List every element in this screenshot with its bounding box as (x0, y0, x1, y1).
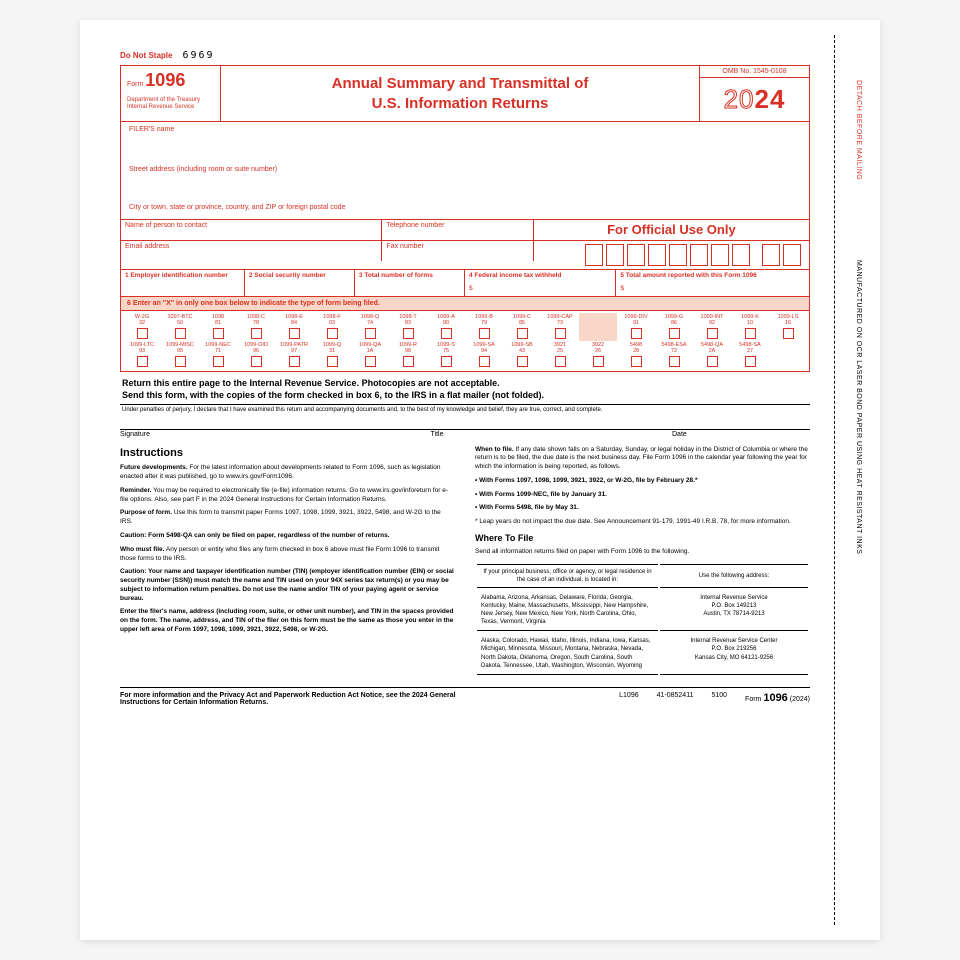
box2-ssn[interactable]: 2 Social security number (245, 270, 355, 296)
official-use: For Official Use Only (534, 220, 809, 240)
return-instructions: Return this entire page to the Internal … (120, 372, 810, 403)
checkbox-1099-S[interactable]: 1099-S75 (427, 341, 465, 369)
checkbox-1098-C[interactable]: 1098-C78 (237, 313, 275, 341)
checkbox-5498-SA[interactable]: 5498-SA27 (731, 341, 769, 369)
checkbox-1098-T[interactable]: 1098-T83 (389, 313, 427, 341)
telephone[interactable]: Telephone number (382, 220, 533, 240)
mfg-text: MANUFACTURED ON OCR LASER BOND PAPER USI… (855, 260, 862, 554)
checkbox-1099-INT[interactable]: 1099-INT92 (693, 313, 731, 341)
checkbox-1097-BTC[interactable]: 1097-BTC50 (161, 313, 199, 341)
form-word: Form (127, 81, 143, 88)
checkbox-1099-A[interactable]: 1099-A80 (427, 313, 465, 341)
email[interactable]: Email address (121, 241, 382, 261)
perjury-text: Under penalties of perjury, I declare th… (120, 404, 810, 415)
checkbox-1098-E[interactable]: 1098-E84 (275, 313, 313, 341)
checkbox-1099-MISC[interactable]: 1099-MISC95 (161, 341, 199, 369)
checkbox-1099-DIV[interactable]: 1099-DIV91 (617, 313, 655, 341)
filer-name-label: FILER'S name (129, 126, 174, 133)
year: 2024 (700, 78, 809, 121)
date-label[interactable]: Date (672, 431, 810, 438)
checkbox-1098[interactable]: 109881 (199, 313, 237, 341)
checkbox-1099-SA[interactable]: 1099-SA94 (465, 341, 503, 369)
checkbox-1099-B[interactable]: 1099-B79 (465, 313, 503, 341)
checkbox-1099-G[interactable]: 1099-G86 (655, 313, 693, 341)
form-title: Annual Summary and Transmittal of U.S. I… (221, 66, 699, 121)
contact-name[interactable]: Name of person to contact (121, 220, 382, 240)
fax[interactable]: Fax number (382, 241, 533, 261)
checkbox-1099-QA[interactable]: 1099-QA1A (351, 341, 389, 369)
checkbox-1099-CAP[interactable]: 1099-CAP73 (541, 313, 579, 341)
box4-withheld[interactable]: 4 Federal income tax withheld$ (465, 270, 616, 296)
detach-text: DETACH BEFORE MAILING (855, 80, 862, 180)
checkbox-1099-C[interactable]: 1099-C85 (503, 313, 541, 341)
instructions: Instructions Future developments. For th… (120, 446, 810, 677)
checkbox-1099-LS[interactable]: 1099-LS16 (769, 313, 807, 341)
checkbox-W-2G[interactable]: W-2G32 (123, 313, 161, 341)
form-number: 1096 (145, 70, 185, 90)
form-page: DETACH BEFORE MAILING MANUFACTURED ON OC… (80, 20, 880, 940)
checkbox-5498-ESA[interactable]: 5498-ESA72 (655, 341, 693, 369)
checkbox-5498-QA[interactable]: 5498-QA2A (693, 341, 731, 369)
checkbox-1098-F[interactable]: 1098-F03 (313, 313, 351, 341)
filer-city-label: City or town, state or province, country… (129, 204, 345, 211)
checkbox-5498[interactable]: 549828 (617, 341, 655, 369)
box1-ein[interactable]: 1 Employer identification number (121, 270, 245, 296)
title-label[interactable]: Title (431, 431, 673, 438)
barcode-area (534, 241, 809, 269)
signature-label[interactable]: Signature (120, 431, 431, 438)
checkbox-1099-PATR[interactable]: 1099-PATR97 (275, 341, 313, 369)
filer-street-label: Street address (including room or suite … (129, 166, 277, 173)
omb: OMB No. 1545-0108 (700, 66, 809, 78)
checkbox-3922[interactable]: 392226 (579, 341, 617, 369)
signature-row: Signature Title Date (120, 429, 810, 438)
dept: Department of the Treasury Internal Reve… (127, 97, 214, 111)
where-heading: Where To File (475, 532, 810, 544)
checkbox-1099-LTC[interactable]: 1099-LTC93 (123, 341, 161, 369)
checkbox-3921[interactable]: 392125 (541, 341, 579, 369)
form-box: Form 1096 Department of the Treasury Int… (120, 65, 810, 372)
perforation-line (834, 35, 835, 925)
box6-label: 6 Enter an "X" in only one box below to … (121, 297, 809, 311)
checkbox-1099-K[interactable]: 1099-K10 (731, 313, 769, 341)
checkbox-1099-Q[interactable]: 1099-Q31 (313, 341, 351, 369)
checkbox-1099-OID[interactable]: 1099-OID96 (237, 341, 275, 369)
footer: For more information and the Privacy Act… (120, 687, 810, 706)
checkbox-1098-Q[interactable]: 1098-Q74 (351, 313, 389, 341)
box5-amount[interactable]: 5 Total amount reported with this Form 1… (616, 270, 809, 296)
no-staple: Do Not Staple (120, 51, 172, 60)
checkbox-1099-SB[interactable]: 1099-SB43 (503, 341, 541, 369)
checkbox-grid: W-2G321097-BTC501098811098-C781098-E8410… (121, 311, 809, 371)
checkbox-1099-NEC[interactable]: 1099-NEC71 (199, 341, 237, 369)
checkbox-blank[interactable] (579, 313, 617, 341)
address-table: If your principal business, office or ag… (475, 562, 810, 677)
checkbox-1099-R[interactable]: 1099-R98 (389, 341, 427, 369)
box3-total[interactable]: 3 Total number of forms (355, 270, 465, 296)
top-code: 6969 (182, 50, 214, 61)
filer-block[interactable]: FILER'S name Street address (including r… (121, 122, 809, 220)
instructions-heading: Instructions (120, 446, 455, 461)
